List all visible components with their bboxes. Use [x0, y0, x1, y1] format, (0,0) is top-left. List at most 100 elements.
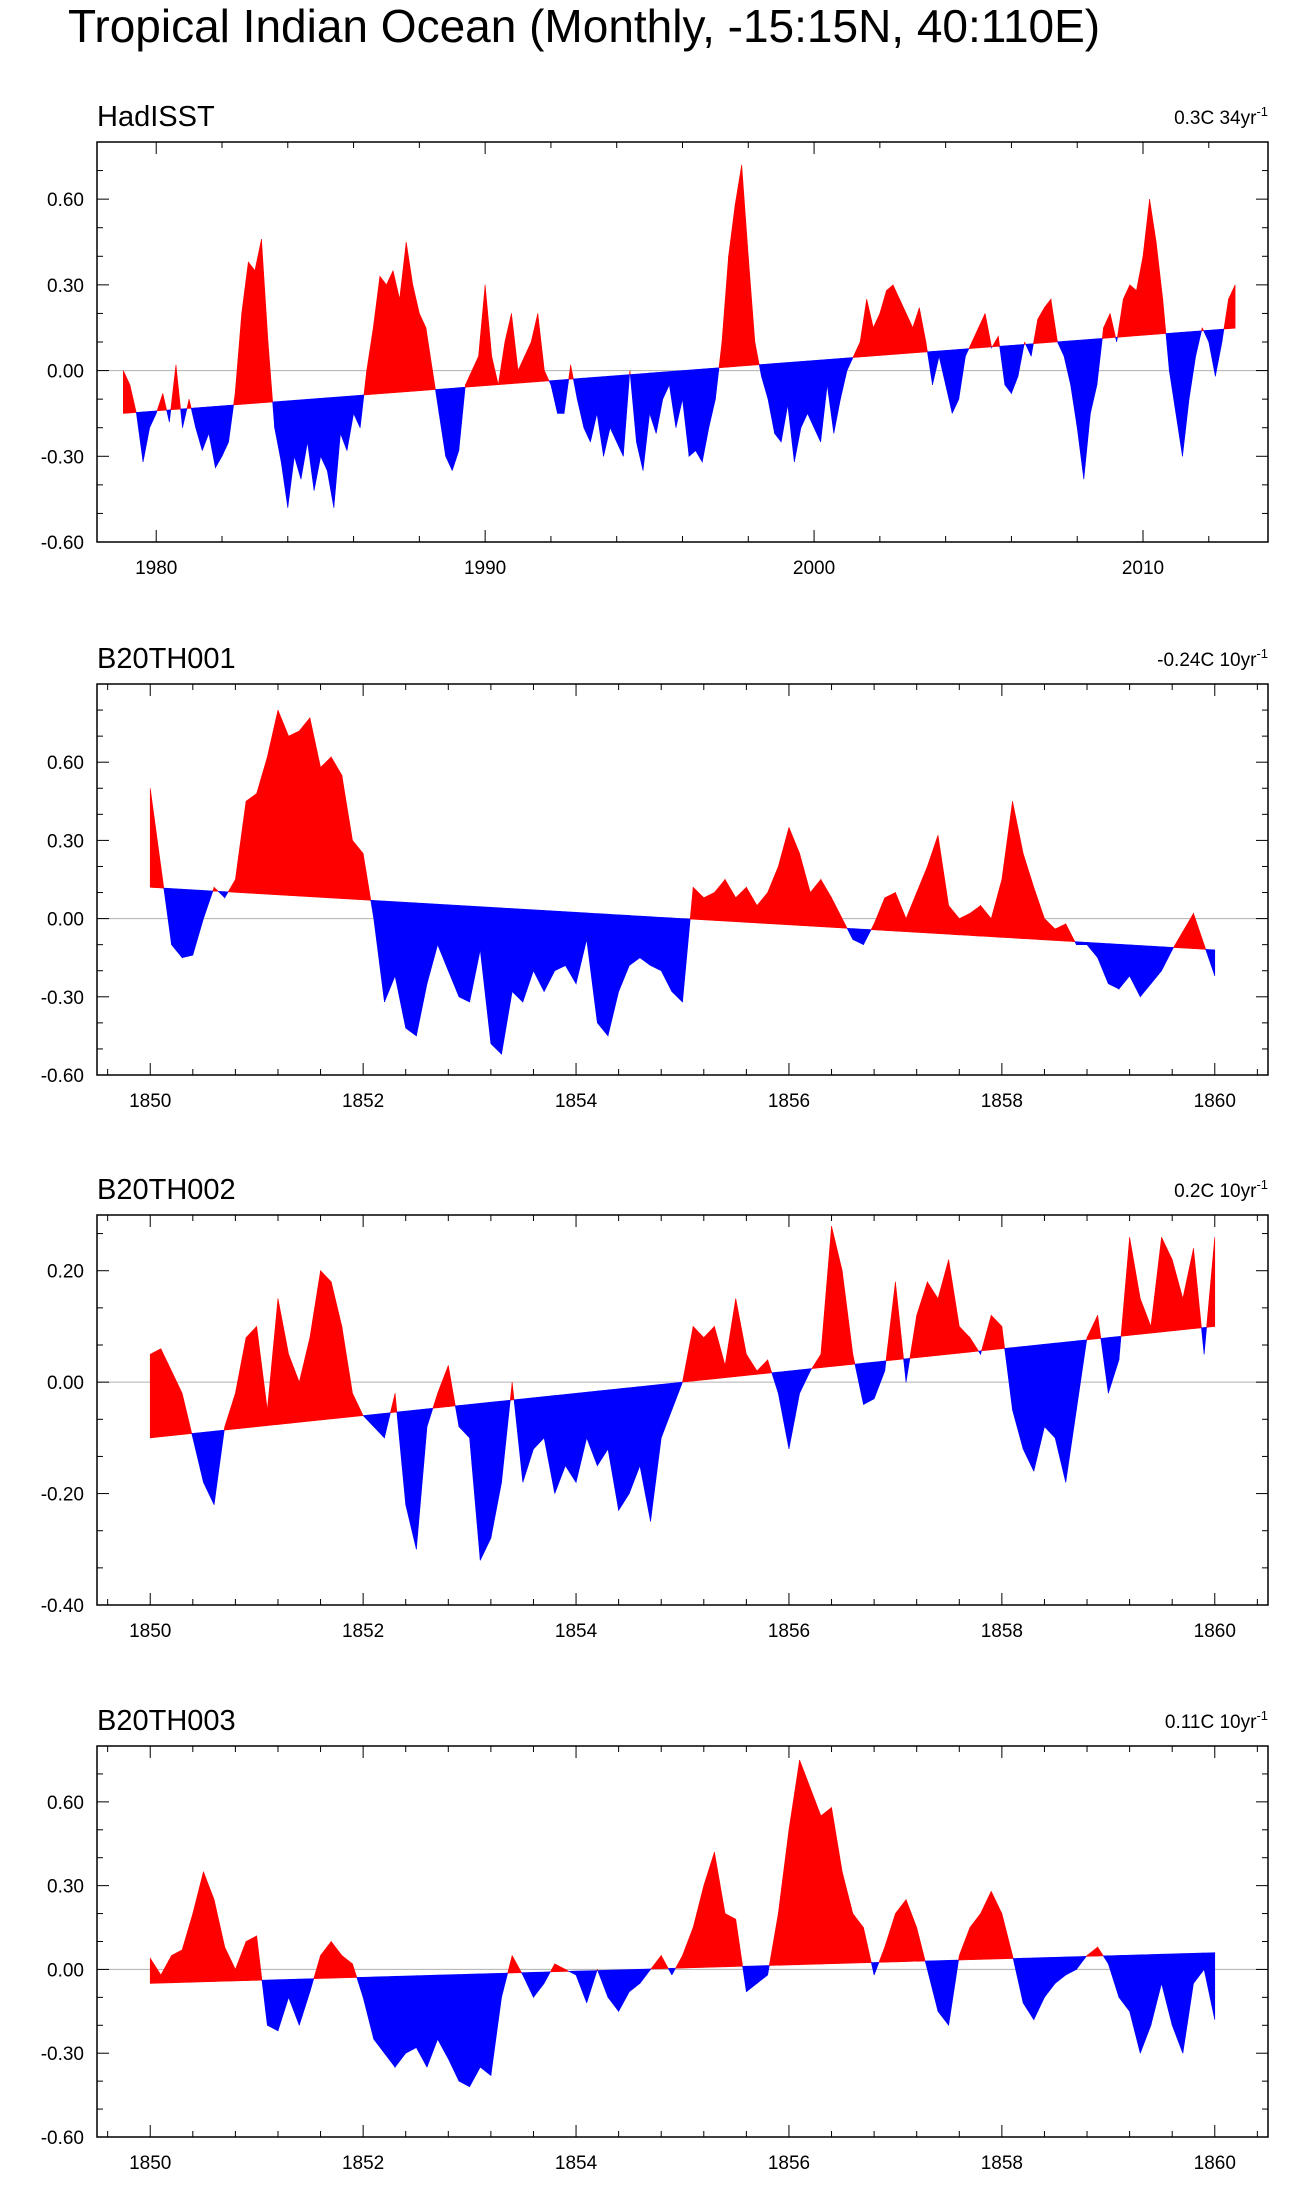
anomaly-below-fill [813, 359, 821, 443]
anomaly-below-fill [649, 372, 657, 434]
anomaly-above-fill [234, 313, 243, 406]
anomaly-below-fill [618, 914, 630, 992]
anomaly-above-fill [432, 370, 436, 391]
anomaly-above-fill [884, 1913, 896, 1963]
anomaly-below-fill [215, 405, 223, 469]
anomaly-above-fill [747, 256, 756, 366]
anomaly-below-fill [490, 907, 502, 1055]
anomaly-above-fill [809, 1787, 822, 1965]
anomaly-above-fill [171, 1370, 183, 1436]
anomaly-above-fill [1022, 853, 1035, 940]
anomaly-below-fill [1017, 344, 1025, 377]
anomaly-below-fill [575, 1391, 587, 1483]
anomaly-above-fill [1228, 284, 1236, 330]
anomaly-above-fill [1142, 199, 1150, 336]
anomaly-below-fill [405, 1975, 417, 2054]
anomaly-below-fill [618, 1387, 630, 1512]
anomaly-above-fill [788, 827, 800, 926]
anomaly-below-fill [203, 1430, 215, 1505]
anomaly-below-fill [405, 1409, 417, 1550]
anomaly-below-fill [554, 910, 566, 972]
anomaly-below-fill [771, 1371, 779, 1394]
anomaly-above-fill [927, 1280, 939, 1357]
anomaly-below-fill [490, 1972, 502, 2076]
anomaly-above-fill [895, 1898, 907, 1963]
anomaly-below-fill [373, 1976, 385, 2055]
anomaly-below-fill [609, 375, 618, 443]
anomaly-above-fill [224, 1393, 236, 1431]
anomaly-above-fill [149, 788, 162, 889]
anomaly-below-fill [136, 411, 144, 463]
anomaly-above-fill [788, 1759, 800, 1966]
anomaly-below-fill [416, 1408, 428, 1550]
plot-frame [96, 683, 1269, 1076]
anomaly-below-fill [642, 372, 650, 471]
anomaly-above-fill [1149, 199, 1157, 336]
anomaly-below-fill [359, 394, 365, 428]
anomaly-above-fill [841, 1871, 854, 1964]
x-tick-label: 1852 [342, 2153, 384, 2174]
anomaly-above-fill [675, 1955, 683, 1969]
anomaly-below-fill [1063, 340, 1071, 385]
anomaly-above-fill [767, 1359, 773, 1374]
anomaly-above-fill [859, 299, 868, 358]
anomaly-below-fill [287, 399, 295, 508]
anomaly-below-fill [1030, 343, 1034, 357]
x-tick-label: 1860 [1194, 1621, 1236, 1642]
anomaly-below-fill [1188, 330, 1196, 400]
x-tick-label: 1850 [129, 1091, 171, 1112]
anomaly-below-fill [1118, 943, 1130, 990]
anomaly-above-fill [160, 866, 165, 889]
anomaly-below-fill [169, 409, 172, 423]
anomaly-above-fill [565, 1968, 571, 1972]
anomaly-above-fill [1173, 930, 1184, 949]
anomaly-below-fill [1203, 1952, 1216, 2020]
anomaly-below-fill [426, 1407, 434, 1427]
anomaly-below-fill [142, 411, 150, 463]
anomaly-below-fill [586, 912, 598, 1023]
anomaly-above-fill [1012, 801, 1024, 939]
y-tick-label: 0.20 [47, 1262, 84, 1283]
anomaly-below-fill [163, 887, 172, 945]
anomaly-below-fill [522, 908, 534, 1003]
anomaly-above-fill [746, 886, 758, 924]
anomaly-below-fill [780, 362, 789, 443]
anomaly-above-fill [1117, 299, 1124, 338]
anomaly-above-fill [1024, 341, 1027, 345]
anomaly-above-fill [320, 1940, 332, 1979]
anomaly-above-fill [1109, 313, 1117, 339]
anomaly-above-fill [366, 327, 374, 396]
anomaly-above-fill [213, 886, 219, 892]
anomaly-above-fill [175, 364, 181, 410]
anomaly-below-fill [208, 406, 216, 468]
anomaly-below-fill [1065, 1340, 1077, 1483]
anomaly-below-fill [1161, 946, 1173, 971]
anomaly-below-fill [563, 378, 570, 414]
anomaly-below-fill [554, 1394, 566, 1494]
anomaly-above-fill [341, 775, 353, 900]
trend-label: 0.11C 10yr-1 [1165, 1708, 1268, 1733]
anomaly-above-fill [379, 275, 387, 395]
anomaly-above-fill [511, 1382, 515, 1401]
anomaly-above-fill [841, 1270, 854, 1366]
anomaly-above-fill [288, 730, 300, 897]
anomaly-below-fill [416, 902, 428, 1036]
anomaly-above-fill [969, 1336, 980, 1353]
anomaly-above-fill [1155, 241, 1164, 335]
anomaly-above-fill [958, 1927, 971, 1961]
anomaly-above-fill [437, 1365, 449, 1409]
anomaly-above-fill [227, 878, 236, 893]
anomaly-above-fill [997, 336, 1000, 347]
chart-panel-b20th003: B20TH003 0.11C 10yr-1 -0.60 -0.30 0.00 0.30 0.… [41, 1705, 1269, 2174]
anomaly-below-fill [870, 1962, 875, 1976]
anomaly-below-fill [1139, 945, 1152, 998]
anomaly-below-fill [800, 360, 808, 428]
anomaly-above-fill [916, 866, 928, 934]
anomaly-above-fill [277, 709, 289, 896]
anomaly-below-fill [669, 370, 677, 428]
anomaly-below-fill [195, 407, 203, 451]
anomaly-above-fill [570, 364, 574, 380]
anomaly-below-fill [715, 367, 720, 400]
anomaly-above-fill [277, 1298, 289, 1425]
anomaly-below-fill [1221, 328, 1225, 343]
